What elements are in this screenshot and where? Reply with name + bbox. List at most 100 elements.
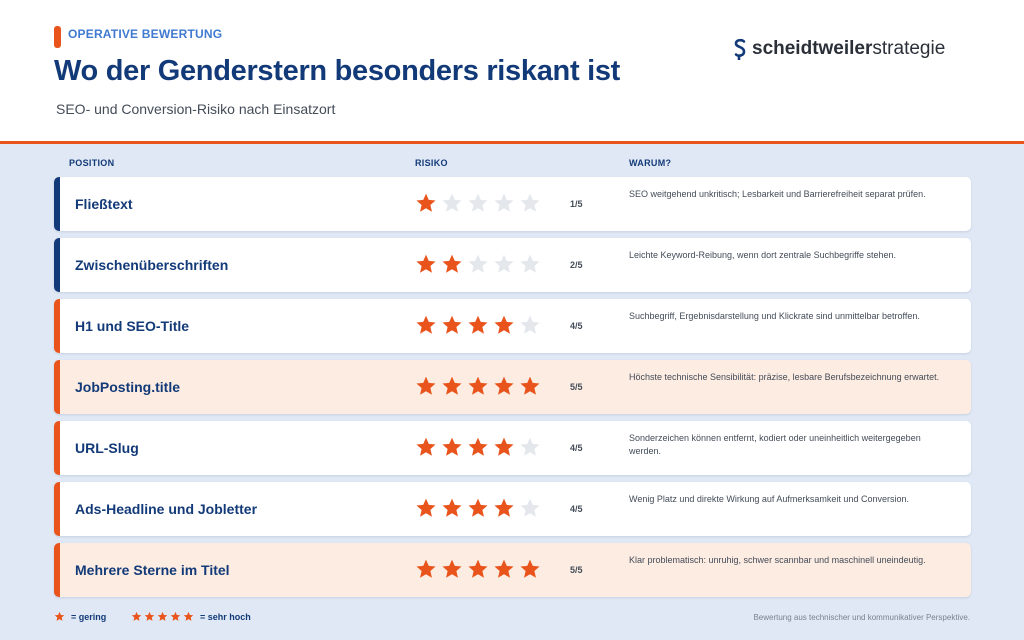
row-reason: SEO weitgehend unkritisch; Lesbarkeit un… [629, 189, 926, 199]
star-empty-icon [520, 193, 540, 212]
kicker-accent-bar [54, 26, 61, 48]
star-filled-icon [494, 376, 514, 395]
table-row: Ads-Headline und Jobletter 4/5 Wenig Platz… [54, 482, 971, 536]
star-filled-icon [468, 498, 488, 517]
logo-text-light: strategie [872, 38, 946, 59]
row-position: Fließtext [75, 196, 133, 212]
table-row: Mehrere Sterne im Titel 5/5 Klar problemat… [54, 543, 971, 597]
star-filled-icon [442, 315, 462, 334]
star-filled-icon [468, 376, 488, 395]
star-filled-icon [416, 315, 436, 334]
star-filled-icon [468, 437, 488, 456]
row-accent-bar [54, 421, 60, 475]
footer-note: Bewertung aus technischer und kommunikat… [753, 613, 970, 622]
star-empty-icon [494, 254, 514, 273]
row-accent-bar [54, 482, 60, 536]
star-filled-icon [442, 559, 462, 578]
row-position: Mehrere Sterne im Titel [75, 562, 230, 578]
star-filled-icon [416, 437, 436, 456]
star-icon [131, 611, 142, 621]
star-filled-icon [416, 254, 436, 273]
risk-rating [415, 436, 545, 458]
star-filled-icon [416, 498, 436, 517]
star-filled-icon [442, 498, 462, 517]
table-row: H1 und SEO-Title 4/5 Suchbegriff, Ergebnis… [54, 299, 971, 353]
star-filled-icon [494, 559, 514, 578]
table-row: Zwischenüberschriften 2/5 Leichte Keyword-… [54, 238, 971, 292]
row-position: Zwischenüberschriften [75, 257, 229, 273]
column-header-why: WARUM? [629, 158, 672, 168]
brand-logo: scheidtweiler strategie [733, 38, 945, 60]
column-header-position: POSITION [69, 158, 115, 168]
row-score: 5/5 [570, 382, 583, 392]
row-score: 1/5 [570, 199, 583, 209]
risk-rating [415, 314, 545, 336]
page-subtitle: SEO- und Conversion-Risiko nach Einsatzo… [56, 101, 336, 117]
logo-s-icon [734, 38, 746, 60]
legend-low-label: = gering [71, 611, 107, 622]
row-reason: Höchste technische Sensibilität: präzise… [629, 372, 940, 382]
star-filled-icon [494, 437, 514, 456]
star-icon [54, 611, 65, 621]
star-filled-icon [494, 498, 514, 517]
star-filled-icon [442, 254, 462, 273]
row-position: Ads-Headline und Jobletter [75, 501, 258, 517]
row-reason: Suchbegriff, Ergebnisdarstellung und Kli… [629, 311, 920, 321]
star-empty-icon [520, 498, 540, 517]
row-accent-bar [54, 238, 60, 292]
row-score: 4/5 [570, 321, 583, 331]
star-empty-icon [442, 193, 462, 212]
risk-rating [415, 497, 545, 519]
row-score: 4/5 [570, 443, 583, 453]
star-empty-icon [494, 193, 514, 212]
legend-high: = sehr hoch [131, 611, 251, 622]
risk-rating [415, 375, 545, 397]
table-row: URL-Slug 4/5 Sonderzeichen können entfernt… [54, 421, 971, 475]
row-position: URL-Slug [75, 440, 139, 456]
row-score: 5/5 [570, 565, 583, 575]
row-reason: Wenig Platz und direkte Wirkung auf Aufm… [629, 494, 909, 504]
risk-rating [415, 253, 545, 275]
row-accent-bar [54, 299, 60, 353]
page-title: Wo der Genderstern besonders riskant ist [54, 55, 621, 87]
star-filled-icon [442, 376, 462, 395]
row-score: 2/5 [570, 260, 583, 270]
row-reason: Klar problematisch: unruhig, schwer scan… [629, 555, 926, 565]
row-reason: Leichte Keyword-Reibung, wenn dort zentr… [629, 250, 896, 260]
row-accent-bar [54, 177, 60, 231]
kicker-label: OPERATIVE BEWERTUNG [68, 27, 223, 41]
star-filled-icon [468, 315, 488, 334]
column-header-risk: RISIKO [415, 158, 448, 168]
legend-high-label: = sehr hoch [200, 611, 251, 622]
row-position: JobPosting.title [75, 379, 180, 395]
row-position: H1 und SEO-Title [75, 318, 190, 334]
star-empty-icon [520, 437, 540, 456]
star-icon [157, 611, 168, 621]
star-empty-icon [520, 254, 540, 273]
star-filled-icon [520, 559, 540, 578]
star-filled-icon [520, 376, 540, 395]
table-row: Fließtext 1/5 SEO weitgehend unkritisch; L… [54, 177, 971, 231]
star-empty-icon [468, 254, 488, 273]
header-divider [0, 141, 1024, 144]
row-reason: Sonderzeichen können entfernt, kodiert o… [629, 433, 921, 456]
star-empty-icon [520, 315, 540, 334]
star-filled-icon [468, 559, 488, 578]
star-filled-icon [416, 376, 436, 395]
star-filled-icon [442, 437, 462, 456]
row-score: 4/5 [570, 504, 583, 514]
star-filled-icon [416, 193, 436, 212]
star-filled-icon [416, 559, 436, 578]
star-icon [144, 611, 155, 621]
logo-text-bold: scheidtweiler [752, 38, 873, 59]
risk-rating [415, 558, 545, 580]
star-icon [183, 611, 194, 621]
table-row: JobPosting.title 5/5 Höchste technische Se… [54, 360, 971, 414]
risk-rating [415, 192, 545, 214]
header: OPERATIVE BEWERTUNG Wo der Genderstern b… [0, 0, 1024, 141]
star-filled-icon [494, 315, 514, 334]
star-empty-icon [468, 193, 488, 212]
row-accent-bar [54, 543, 60, 597]
star-icon [170, 611, 181, 621]
row-accent-bar [54, 360, 60, 414]
